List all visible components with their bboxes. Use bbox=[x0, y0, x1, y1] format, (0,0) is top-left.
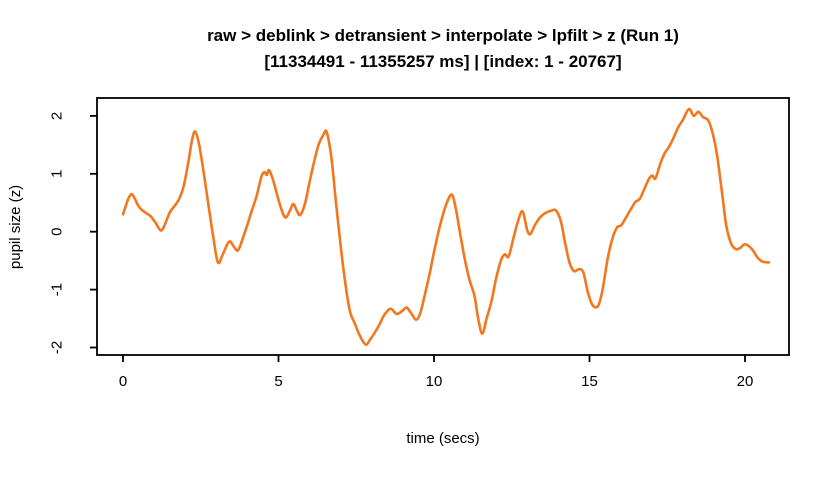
y-tick-label: -2 bbox=[49, 341, 66, 354]
y-tick-label: 1 bbox=[49, 170, 66, 178]
x-axis: 0 5 10 15 20 bbox=[119, 355, 754, 390]
chart-subtitle: [11334491 - 11355257 ms] | [index: 1 - 2… bbox=[264, 52, 621, 71]
y-tick-label: 2 bbox=[49, 112, 66, 120]
x-axis-title: time (secs) bbox=[406, 430, 479, 447]
plot-area-border bbox=[96, 97, 790, 356]
x-tick-label: 10 bbox=[426, 373, 443, 390]
chart-title: raw > deblink > detransient > interpolat… bbox=[207, 26, 679, 45]
x-tick-label: 20 bbox=[737, 373, 754, 390]
y-axis-title: pupil size (z) bbox=[7, 185, 24, 269]
y-tick-label: -1 bbox=[49, 283, 66, 296]
x-tick-label: 0 bbox=[119, 373, 127, 390]
y-axis: -2 -1 0 1 2 bbox=[49, 112, 97, 354]
x-tick-label: 5 bbox=[274, 373, 282, 390]
x-tick-label: 15 bbox=[581, 373, 598, 390]
pupil-size-line bbox=[121, 107, 771, 346]
y-tick-label: 0 bbox=[49, 228, 66, 236]
